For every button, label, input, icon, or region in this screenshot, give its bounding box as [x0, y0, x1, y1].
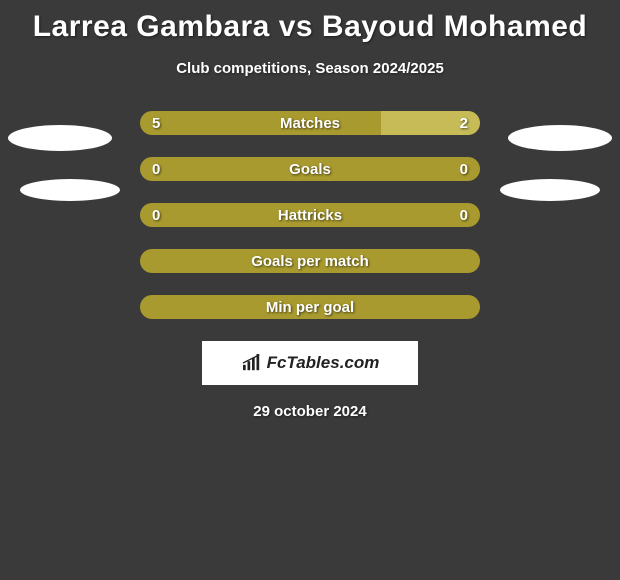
stat-value-left: 0: [152, 157, 160, 181]
date-text: 29 october 2024: [0, 403, 620, 420]
stat-label: Goals: [140, 157, 480, 181]
stat-value-right: 0: [460, 157, 468, 181]
stat-value-left: 5: [152, 111, 160, 135]
stats-container: 5 2 Matches 0 0 Goals 0 0 Hattricks Goal…: [0, 111, 620, 319]
bar-chart-icon: [241, 354, 263, 372]
logo-box: FcTables.com: [202, 341, 418, 385]
stat-row-goals: 0 0 Goals: [0, 157, 620, 181]
bar-track: 5 2 Matches: [140, 111, 480, 135]
stat-value-left: 0: [152, 203, 160, 227]
stat-row-hattricks: 0 0 Hattricks: [0, 203, 620, 227]
logo-text: FcTables.com: [267, 353, 380, 373]
bar-track: 0 0 Goals: [140, 157, 480, 181]
stat-label: Hattricks: [140, 203, 480, 227]
stat-value-right: 0: [460, 203, 468, 227]
bar-track: Goals per match: [140, 249, 480, 273]
stat-label: Min per goal: [140, 295, 480, 319]
bar-track: Min per goal: [140, 295, 480, 319]
stat-row-min-per-goal: Min per goal: [0, 295, 620, 319]
page-title: Larrea Gambara vs Bayoud Mohamed: [0, 0, 620, 44]
stat-row-matches: 5 2 Matches: [0, 111, 620, 135]
stat-row-goals-per-match: Goals per match: [0, 249, 620, 273]
stat-label: Goals per match: [140, 249, 480, 273]
stat-value-right: 2: [460, 111, 468, 135]
bar-track: 0 0 Hattricks: [140, 203, 480, 227]
page-subtitle: Club competitions, Season 2024/2025: [0, 60, 620, 77]
